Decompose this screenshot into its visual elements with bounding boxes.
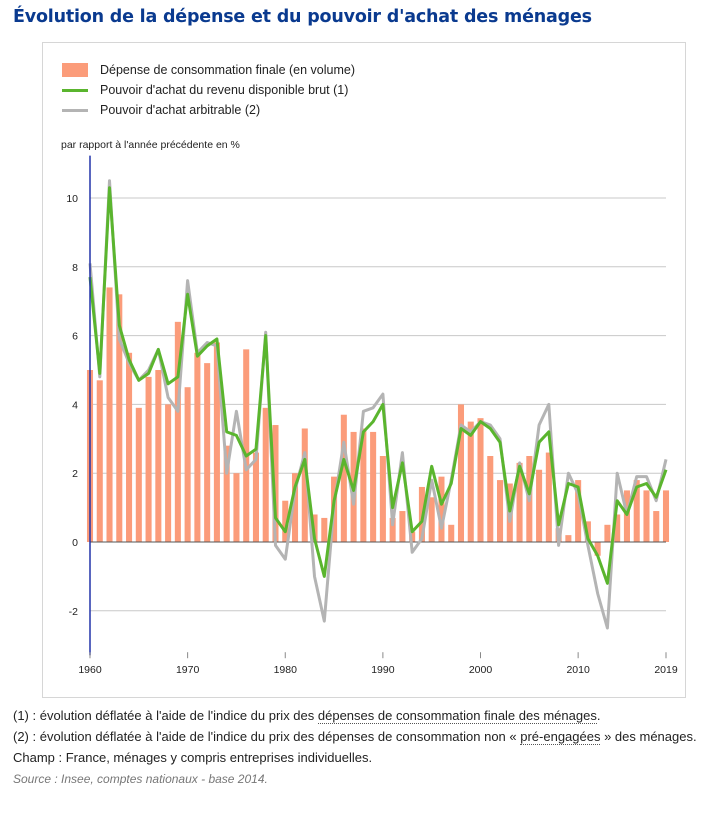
bar-2016 [633, 480, 640, 542]
y-axis-unit-label: par rapport à l'année précédente en % [61, 139, 240, 151]
bar-1989 [370, 431, 377, 542]
bar-2015 [623, 490, 630, 542]
bar-1998 [457, 404, 465, 542]
bar-2019 [662, 490, 670, 542]
x-tick-label: 2010 [566, 664, 590, 676]
legend-swatch-gray [62, 108, 88, 112]
legend-item-green: Pouvoir d'achat du revenu disponible bru… [62, 80, 355, 100]
y-tick-label: 2 [72, 468, 78, 480]
x-tick-label: 1970 [176, 664, 200, 676]
bar-2013 [604, 524, 611, 542]
bar-2007 [545, 452, 552, 542]
bar-1991 [389, 517, 396, 542]
note-1-end: . [596, 708, 601, 723]
bar-1986 [340, 414, 347, 542]
bar-1980 [282, 500, 289, 542]
note-2-end: » des ménages. [600, 729, 697, 744]
bar-1982 [301, 428, 308, 542]
bar-2002 [497, 480, 504, 542]
bar-1963 [116, 294, 123, 542]
bar-2018 [653, 511, 660, 542]
bar-1972 [204, 363, 211, 542]
source-note: Source : Insee, comptes nationaux - base… [13, 772, 268, 786]
bar-2000 [477, 418, 484, 542]
bar-1968 [165, 404, 172, 542]
y-tick-label: -2 [69, 606, 78, 618]
legend-item-bar: Dépense de consommation finale (en volum… [62, 60, 355, 80]
bar-2001 [487, 456, 494, 542]
legend-swatch-green [62, 88, 88, 92]
chart-title: Évolution de la dépense et du pouvoir d'… [13, 7, 592, 27]
bar-1978 [262, 407, 269, 542]
bar-1979 [272, 425, 279, 542]
bar-1995 [428, 497, 435, 542]
note-champ: Champ : France, ménages y compris entrep… [13, 750, 373, 765]
bar-1971 [194, 352, 201, 542]
bar-1964 [126, 352, 133, 542]
bar-2006 [536, 469, 543, 542]
bar-1981 [291, 473, 299, 542]
y-tick-label: 4 [72, 399, 78, 411]
bar-1997 [448, 524, 455, 542]
bar-2009 [565, 535, 572, 542]
bar-1996 [438, 476, 445, 542]
bar-2010 [575, 480, 582, 542]
bar-1961 [96, 380, 103, 542]
bar-1975 [233, 473, 240, 542]
y-tick-label: 8 [72, 262, 78, 274]
bar-1966 [145, 376, 152, 542]
series-line-green [88, 186, 668, 585]
plot-area: -2 0 2 4 6 8 10 1960 1970 1980 1990 2000 2010 2019 [66, 155, 678, 676]
x-tick-label: 2019 [654, 664, 678, 676]
bar-1974 [223, 445, 230, 542]
note-2-link[interactable]: pré-engagées [520, 729, 601, 745]
legend-swatch-bar [62, 63, 88, 77]
y-tick-label: 10 [66, 193, 78, 205]
bar-1990 [379, 456, 386, 542]
x-tick-label: 2000 [469, 664, 493, 676]
bar-1999 [467, 421, 474, 542]
note-2: (2) : évolution déflatée à l'aide de l'i… [13, 728, 723, 746]
legend-item-gray: Pouvoir d'achat arbitrable (2) [62, 100, 355, 120]
bar-1977 [252, 452, 259, 542]
bar-1973 [213, 342, 220, 542]
y-tick-label: 6 [72, 331, 78, 343]
legend-label-green: Pouvoir d'achat du revenu disponible bru… [100, 83, 349, 97]
bar-1962 [106, 287, 113, 542]
x-tick-label: 1990 [371, 664, 395, 676]
legend-label-bar: Dépense de consommation finale (en volum… [100, 63, 355, 77]
bar-1969 [174, 321, 181, 542]
bar-2012 [594, 542, 601, 556]
bar-2017 [643, 490, 650, 542]
x-tick-label: 1980 [274, 664, 298, 676]
note-2-text: (2) : évolution déflatée à l'aide de l'i… [13, 729, 521, 744]
note-1-link[interactable]: dépenses de consommation finale des ména… [317, 708, 597, 724]
bar-1970 [184, 387, 191, 542]
x-tick-label: 1960 [78, 664, 102, 676]
bar-2004 [516, 462, 523, 542]
bar-1967 [155, 370, 162, 542]
bar-1988 [360, 428, 367, 542]
bar-1992 [399, 511, 406, 542]
footnotes: (1) : évolution déflatée à l'aide de l'i… [13, 707, 723, 791]
bar-1984 [321, 517, 328, 542]
note-1-text: (1) : évolution déflatée à l'aide de l'i… [13, 708, 318, 723]
bar-1965 [135, 407, 142, 542]
legend-label-gray: Pouvoir d'achat arbitrable (2) [100, 103, 261, 117]
bar-2014 [614, 514, 621, 542]
bar-1976 [243, 349, 250, 542]
legend: Dépense de consommation finale (en volum… [62, 60, 355, 120]
y-tick-label: 0 [72, 537, 78, 549]
note-1: (1) : évolution déflatée à l'aide de l'i… [13, 707, 723, 725]
